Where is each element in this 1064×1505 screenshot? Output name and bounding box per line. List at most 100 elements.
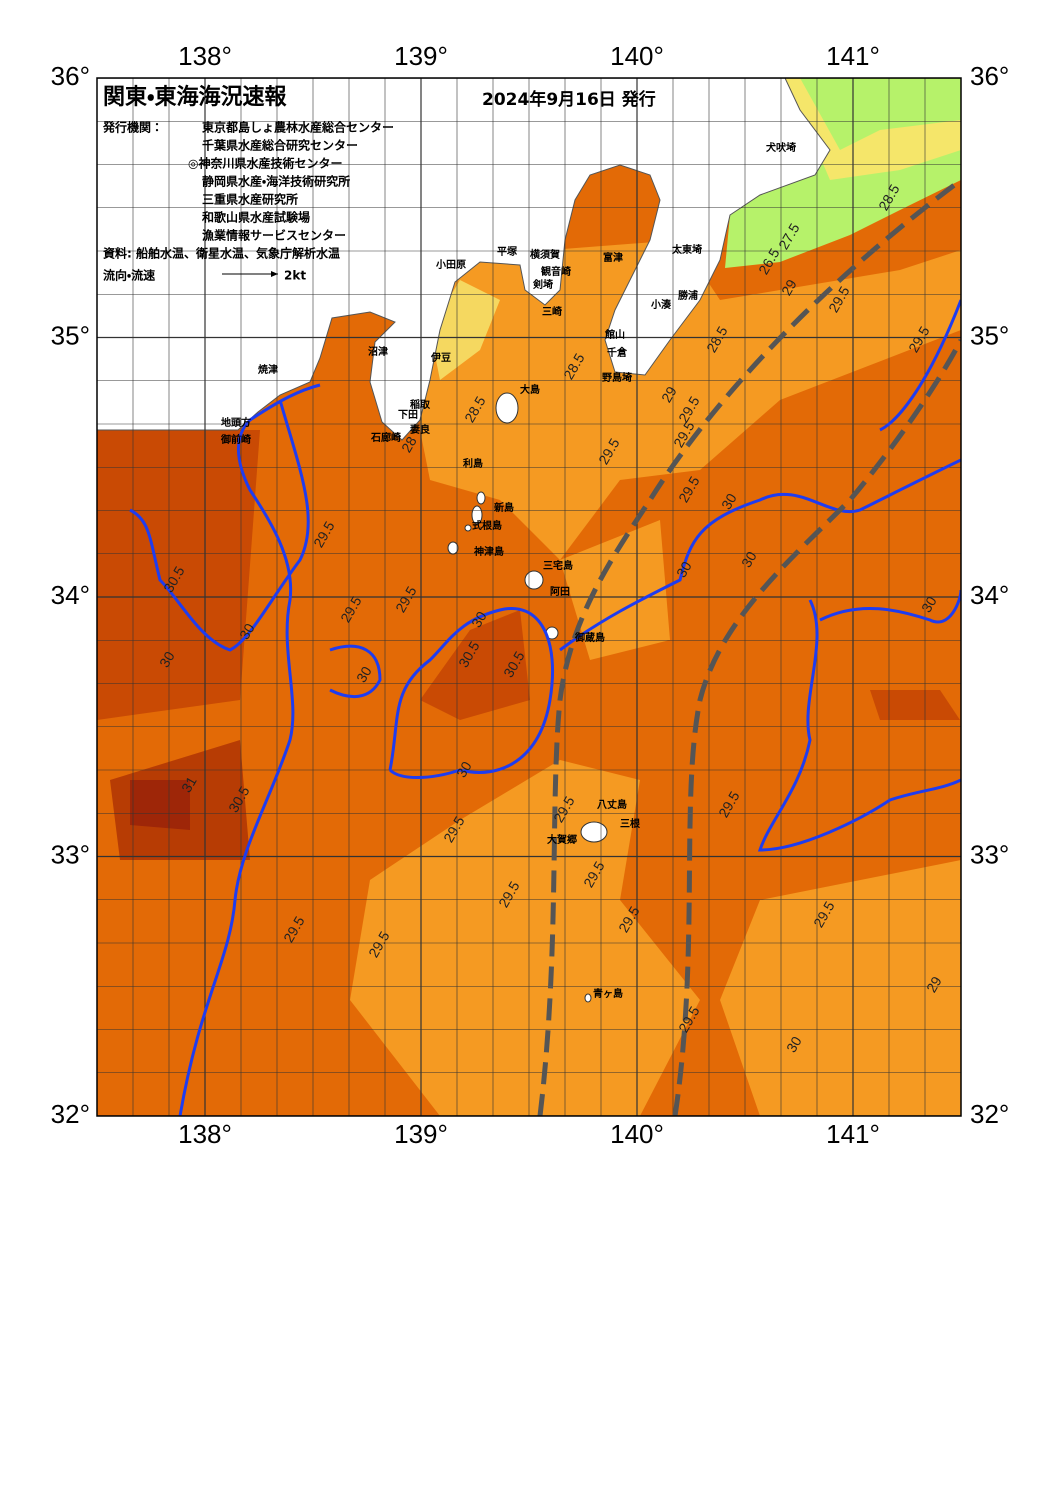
place-name: 平塚 [497, 245, 518, 258]
place-name: 勝浦 [678, 289, 698, 302]
issue-date: 2024年9月16日 発行 [482, 89, 656, 110]
issuer: 千葉県水産総合研究センター [202, 138, 358, 153]
issuer: 和歌山県水産試験場 [201, 210, 310, 225]
issuer: 静岡県水産・海洋技術研究所 [202, 174, 350, 189]
lon-tick-label: 140° [610, 41, 664, 71]
place-name: 大島 [520, 383, 540, 396]
graticule [97, 78, 961, 1116]
place-name: 野島埼 [602, 371, 632, 384]
contour-label: 29 [778, 276, 800, 298]
contour-label: 30 [718, 490, 740, 512]
place-name: 利島 [463, 457, 483, 470]
place-name: 神津島 [473, 545, 504, 558]
source: 資料: 船舶水温、衛星水温、気象庁解析水温 [103, 246, 340, 261]
place-name: 青ヶ島 [593, 987, 623, 1000]
place-name: 千倉 [607, 346, 628, 359]
lat-tick-label: 35° [970, 320, 1009, 350]
place-name: 阿田 [550, 586, 570, 598]
place-name: 沼津 [368, 345, 388, 358]
lon-tick-label: 140° [610, 1119, 664, 1149]
cool-water [720, 860, 961, 1116]
map-frame [96, 77, 962, 1117]
lon-tick-label: 141° [826, 41, 880, 71]
legend-label: 流向・流速 [103, 268, 155, 283]
place-name: 御蔵島 [574, 631, 605, 644]
issuer: 三重県水産研究所 [202, 192, 298, 207]
contour-label: 30 [236, 620, 258, 642]
place-name: 太東埼 [671, 243, 702, 256]
legend-scale: 2kt [284, 269, 306, 283]
lon-tick-label: 138° [178, 41, 232, 71]
contour-label: 29 [658, 383, 680, 405]
axis-labels: 138° 138° 139° 139° 140° 140° 141° 141° 32° 32° 33… [51, 41, 1010, 1149]
contour-label: 31 [178, 773, 200, 795]
contour-label: 30 [156, 648, 178, 670]
lat-tick-label: 35° [51, 320, 90, 350]
kuroshio-axis [672, 338, 961, 1116]
lat-tick-label: 33° [51, 839, 90, 869]
place-name: 大賀郷 [547, 833, 577, 846]
lat-tick-label: 32° [970, 1099, 1009, 1129]
cool-water [350, 760, 700, 1116]
place-name: 妻良 [410, 423, 431, 436]
place-name: 下田 [398, 409, 418, 421]
lon-tick-label: 141° [826, 1119, 880, 1149]
place-name: 御前崎 [220, 433, 251, 446]
place-name: 式根島 [472, 519, 502, 532]
lat-tick-label: 36° [970, 61, 1009, 91]
place-name: 三崎 [542, 305, 562, 318]
place-name: 地頭方 [221, 416, 251, 429]
place-name: 富津 [603, 251, 623, 264]
contour-label: 29 [923, 973, 945, 995]
lat-tick-label: 33° [970, 839, 1009, 869]
place-name: 館山 [604, 328, 625, 341]
kuroshio-axis [537, 177, 961, 1116]
cold-water [785, 78, 961, 180]
contour-label: 30 [468, 608, 490, 630]
legend-arrowhead [271, 271, 278, 277]
place-name: 横須賀 [530, 248, 560, 261]
hot-water [870, 690, 960, 720]
lat-tick-label: 36° [51, 61, 90, 91]
issuer: 漁業情報サービスセンター [202, 228, 346, 243]
place-name: 剣埼 [532, 278, 553, 291]
place-name: 石廊崎 [370, 431, 401, 444]
cool-water [420, 240, 961, 560]
issuer-label: 発行機関： [102, 120, 163, 135]
hot-water [97, 430, 260, 720]
lon-tick-label: 139° [394, 41, 448, 71]
contour-label: 28 [398, 433, 420, 455]
contour-label: 30 [918, 593, 940, 615]
title: 関東・東海海況速報 [103, 84, 287, 110]
issuer: 東京都島しょ農林水産総合センター [202, 120, 394, 135]
lat-tick-label: 34° [970, 580, 1009, 610]
place-name: 稲取 [410, 398, 431, 411]
contour-label: 30 [673, 558, 695, 580]
place-name: 犬吠埼 [766, 141, 796, 154]
contour-label: 30 [453, 758, 475, 780]
place-name: 小田原 [435, 258, 466, 271]
place-name: 八丈島 [597, 798, 627, 811]
issuer: ◎神奈川県水産技術センター [188, 156, 342, 171]
lon-tick-label: 138° [178, 1119, 232, 1149]
contour-label: 30 [353, 663, 375, 685]
contour-label: 30 [738, 548, 760, 570]
place-name: 伊豆 [430, 351, 451, 364]
cool-water [560, 520, 670, 660]
lat-tick-label: 34° [51, 580, 90, 610]
hot-water [420, 610, 530, 720]
place-name: 三宅島 [543, 559, 573, 572]
land [97, 78, 831, 441]
place-name: 焼津 [258, 363, 278, 376]
hottest-water [130, 780, 190, 830]
lon-tick-label: 139° [394, 1119, 448, 1149]
lat-tick-label: 32° [51, 1099, 90, 1129]
place-name: 小湊 [650, 298, 672, 311]
isotherm-30 [129, 299, 961, 1116]
place-name: 三根 [620, 817, 641, 830]
place-name: 観音崎 [541, 265, 571, 278]
